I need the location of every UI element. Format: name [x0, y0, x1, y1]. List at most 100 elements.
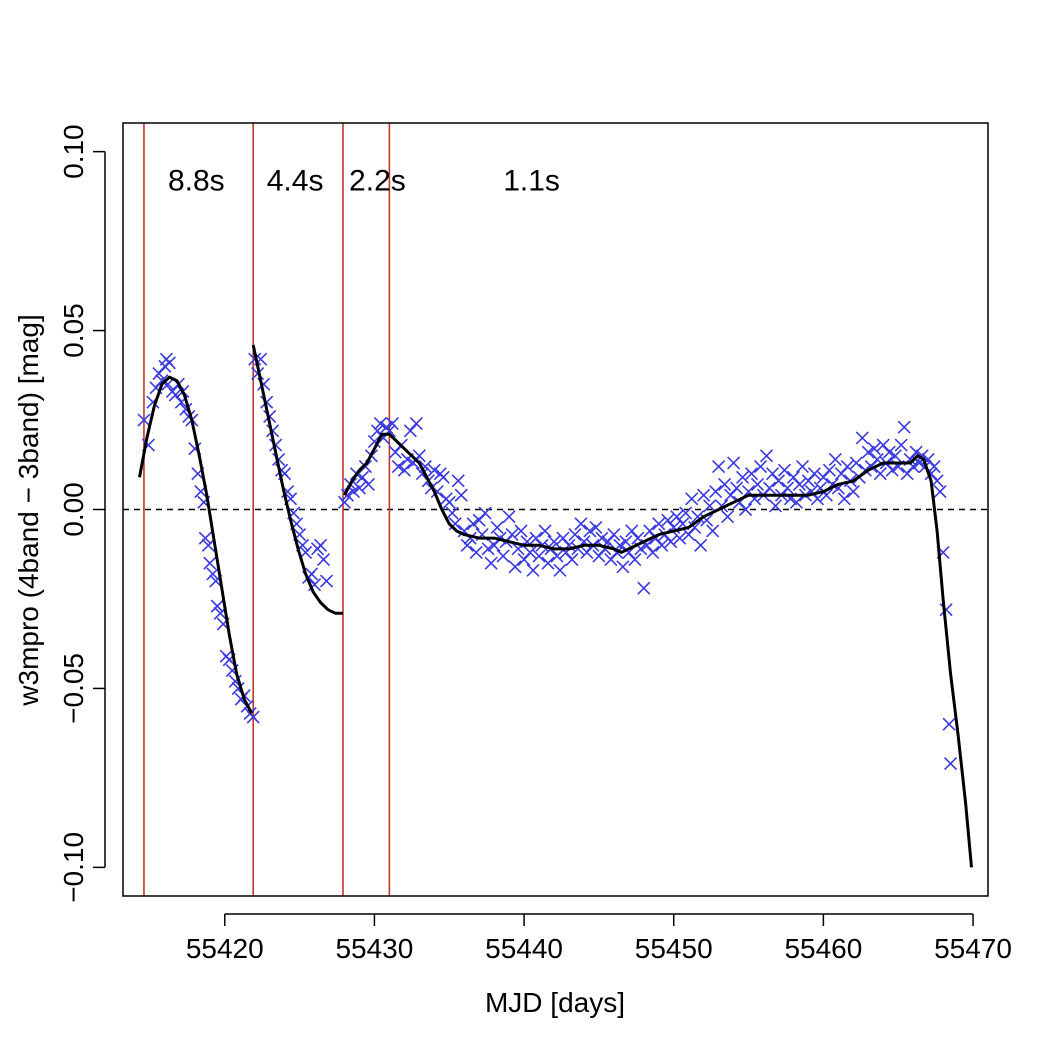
data-point — [849, 456, 863, 470]
data-point — [628, 553, 642, 567]
fit-curve — [251, 344, 343, 615]
data-point — [670, 510, 684, 524]
data-point — [771, 474, 786, 488]
data-point — [679, 506, 693, 520]
data-point — [727, 456, 741, 470]
data-point — [553, 563, 567, 577]
fit-curve — [138, 375, 254, 715]
data-point — [840, 459, 854, 474]
data-point — [897, 420, 911, 434]
data-point — [206, 567, 220, 581]
x-tick-label: 55470 — [934, 933, 1012, 964]
data-point — [517, 553, 531, 567]
data-point — [607, 527, 621, 542]
data-point — [664, 535, 678, 549]
x-tick-label: 55460 — [784, 933, 862, 964]
data-point — [709, 485, 723, 499]
data-point — [538, 524, 552, 538]
data-point — [652, 517, 666, 531]
data-point — [565, 553, 579, 567]
data-point — [738, 502, 753, 517]
data-point — [505, 527, 519, 542]
data-point — [246, 710, 260, 724]
data-point — [313, 538, 328, 552]
data-point — [319, 574, 334, 588]
x-tick-label: 55420 — [186, 933, 264, 964]
data-point — [358, 459, 373, 474]
data-point — [436, 470, 450, 484]
data-point — [706, 524, 720, 538]
data-point — [673, 531, 687, 545]
data-point — [643, 524, 657, 538]
data-point — [391, 459, 405, 474]
data-point — [568, 527, 582, 542]
data-point — [807, 467, 821, 481]
data-point — [661, 513, 675, 527]
data-point — [316, 553, 331, 567]
data-point — [523, 545, 537, 560]
data-point — [418, 459, 432, 474]
data-point — [894, 438, 908, 452]
data-point — [900, 467, 914, 481]
data-point — [592, 549, 606, 563]
data-point — [703, 499, 717, 513]
y-axis-label: w3mpro (4band − 3band) [mag] — [13, 314, 44, 706]
data-point — [927, 459, 941, 474]
data-point — [574, 517, 588, 531]
data-point — [801, 474, 815, 488]
phase-label: 8.8s — [168, 164, 225, 197]
data-point — [646, 545, 660, 560]
axes: 55420 55430 55440 55450 55460 55470 0.10 0.05 0.… — [58, 122, 1012, 964]
data-point — [460, 538, 474, 552]
data-point — [514, 524, 528, 538]
data-point — [403, 424, 417, 438]
data-point — [502, 510, 516, 524]
data-point — [768, 499, 783, 513]
data-point — [795, 459, 809, 474]
data-point — [451, 474, 465, 488]
data-point — [837, 492, 851, 506]
data-point — [595, 531, 609, 545]
data-point — [137, 413, 151, 427]
data-point — [944, 757, 958, 771]
data-point — [885, 463, 899, 477]
data-point — [762, 481, 777, 495]
data-point — [478, 506, 492, 520]
data-point — [730, 481, 744, 495]
data-point — [466, 517, 480, 531]
y-tick-label: −0.05 — [58, 653, 89, 724]
phase-label: 2.2s — [349, 164, 406, 197]
data-point — [481, 542, 495, 556]
data-point — [604, 553, 618, 567]
data-point — [367, 434, 381, 449]
data-point — [753, 459, 768, 474]
data-point — [469, 545, 483, 560]
data-point — [541, 556, 555, 570]
data-point — [867, 442, 881, 456]
data-point — [152, 366, 166, 381]
phase-label: 1.1s — [503, 164, 560, 197]
data-point — [750, 477, 765, 492]
data-point — [385, 417, 399, 431]
data-point — [685, 492, 699, 506]
data-point — [688, 520, 702, 534]
data-point — [210, 599, 224, 613]
data-point — [882, 445, 896, 459]
data-point — [484, 556, 498, 570]
data-point — [589, 520, 603, 534]
data-point — [873, 467, 887, 481]
data-point — [162, 356, 176, 370]
data-point — [397, 463, 411, 477]
y-tick-label: −0.10 — [58, 832, 89, 903]
data-point — [721, 510, 735, 524]
data-point — [777, 463, 792, 477]
data-point — [203, 556, 217, 570]
data-point — [454, 488, 468, 502]
data-point — [373, 417, 387, 431]
phase-label: 4.4s — [267, 164, 324, 197]
data-point — [580, 545, 594, 560]
data-point — [490, 520, 504, 534]
data-point — [724, 488, 738, 502]
x-tick-label: 55450 — [635, 933, 713, 964]
data-point — [155, 374, 169, 388]
